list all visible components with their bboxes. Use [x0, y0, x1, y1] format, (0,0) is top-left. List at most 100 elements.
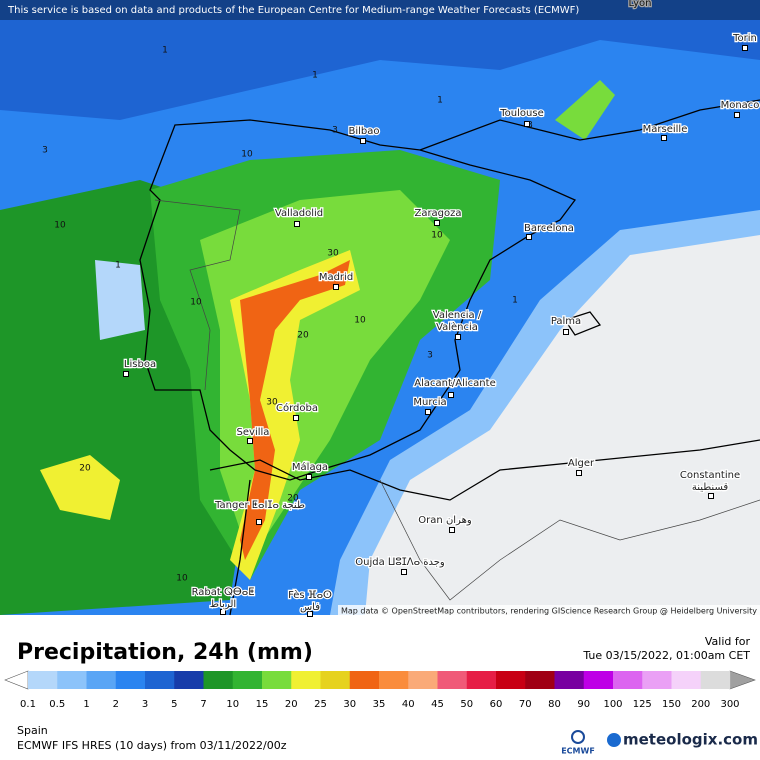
legend-value: 2 — [113, 699, 119, 710]
contour-label: 3 — [427, 351, 433, 361]
city-label: Monaco — [721, 100, 760, 111]
top-notice: This service is based on data and produc… — [7, 5, 579, 16]
contour-label: 1 — [512, 296, 518, 306]
legend-value: 3 — [142, 699, 148, 710]
contour-label: 3 — [42, 146, 48, 156]
city-label: Alger — [568, 458, 595, 469]
city-label: Palma — [551, 316, 581, 327]
legend-value: 20 — [285, 699, 298, 710]
precip-area — [40, 455, 120, 520]
city-label: Murcia — [413, 397, 446, 408]
valid-label: Valid for — [705, 635, 751, 648]
map-attribution: Map data © OpenStreetMap contributors, r… — [341, 607, 757, 616]
city-label: Zaragoza — [414, 208, 461, 219]
contour-label: 10 — [241, 150, 253, 160]
city-marker — [708, 493, 714, 499]
color-swatch — [145, 671, 175, 689]
city-label: فاس — [300, 602, 320, 613]
city-label: Barcelona — [524, 223, 574, 234]
contour-labels: 1 1 1 3 3 3 1 10 10 10 20 20 30 30 10 10 1 3 10 20 — [42, 46, 533, 584]
contour-label: 3 — [332, 126, 338, 136]
city-marker — [526, 234, 532, 240]
meteologix-icon — [607, 733, 621, 747]
valid-time: Tue 03/15/2022, 01:00am CET — [582, 649, 750, 662]
legend-value: 10 — [226, 699, 239, 710]
title: Precipitation, 24h (mm) — [17, 640, 313, 665]
city-marker — [401, 569, 407, 575]
legend-value: 50 — [460, 699, 473, 710]
city-marker — [425, 409, 431, 415]
legend-value: 0.5 — [49, 699, 65, 710]
legend-value: 60 — [490, 699, 503, 710]
attribution-bg — [338, 605, 760, 616]
city-label: Valladolid — [275, 208, 323, 219]
city-label: Madrid — [319, 272, 353, 283]
color-swatch — [86, 671, 117, 689]
legend-value: 1 — [83, 699, 89, 710]
region: Spain — [17, 724, 48, 737]
legend-value: 25 — [314, 699, 327, 710]
city-label: قسنطينة — [692, 482, 729, 493]
city-marker — [307, 611, 313, 617]
ecmwf-logo: ECMWF — [561, 747, 595, 756]
legend-value: 15 — [256, 699, 269, 710]
color-swatch — [174, 671, 204, 689]
city-label: Córdoba — [276, 402, 318, 414]
city-marker — [293, 415, 299, 421]
contour-label: 1 — [115, 261, 121, 271]
city-label: Marseille — [643, 124, 688, 135]
color-swatch — [525, 671, 555, 689]
color-swatch — [613, 671, 643, 689]
city-marker — [449, 527, 455, 533]
city-marker — [247, 438, 253, 444]
city-label: Lisboa — [124, 359, 156, 370]
contour-label: 1 — [312, 71, 318, 81]
color-swatch — [115, 671, 146, 689]
precip-area — [240, 260, 350, 560]
city-marker — [256, 519, 262, 525]
legend-value: 0.1 — [20, 699, 36, 710]
legend-value: 100 — [603, 699, 622, 710]
color-swatch — [320, 671, 351, 689]
map: Lyon Torin Monaco Toulouse Marseille Bilbao Va… — [0, 0, 760, 617]
precip-area — [95, 260, 145, 340]
city-label: València — [436, 321, 478, 333]
color-swatch — [203, 671, 234, 689]
city-labels: Lyon Torin Monaco Toulouse Marseille Bilbao Va… — [123, 0, 760, 617]
contour-label: 20 — [297, 331, 309, 341]
color-swatch — [700, 671, 731, 689]
color-swatch — [466, 671, 497, 689]
dry-area — [365, 235, 760, 615]
precip-area — [0, 0, 760, 120]
city-marker — [306, 474, 312, 480]
contour-label: 10 — [54, 221, 66, 231]
city-label: الرباط — [210, 599, 236, 610]
contour-label: 10 — [354, 316, 366, 326]
contour-label: 1 — [162, 46, 168, 56]
legend-value: 125 — [633, 699, 652, 710]
under-arrow — [4, 670, 29, 690]
city-marker — [524, 121, 530, 127]
city-label: Alacant/Alicante — [414, 378, 495, 389]
color-swatch — [57, 671, 87, 689]
color-swatch — [379, 671, 409, 689]
contour-label: 10 — [190, 298, 202, 308]
city-marker — [294, 221, 300, 227]
notice-bar — [0, 0, 760, 20]
city-label: Lyon — [628, 0, 651, 9]
city-label: Valencia / — [433, 310, 482, 321]
contour-label: 30 — [327, 249, 339, 259]
contour-label: 20 — [79, 464, 91, 474]
city-label: Tanger ⵟⴰⵏⵊⴰ طنجة — [214, 500, 305, 511]
city-marker — [637, 0, 643, 1]
city-marker — [563, 329, 569, 335]
city-marker — [123, 371, 129, 377]
legend-value: 30 — [343, 699, 356, 710]
color-swatch — [496, 671, 526, 689]
legend-value: 200 — [691, 699, 710, 710]
city-label: Oujda ⵡⵓⵊⴷⴰ وجدة — [355, 557, 445, 568]
city-label: Sevilla — [237, 427, 270, 438]
city-label: Constantine — [680, 470, 740, 481]
